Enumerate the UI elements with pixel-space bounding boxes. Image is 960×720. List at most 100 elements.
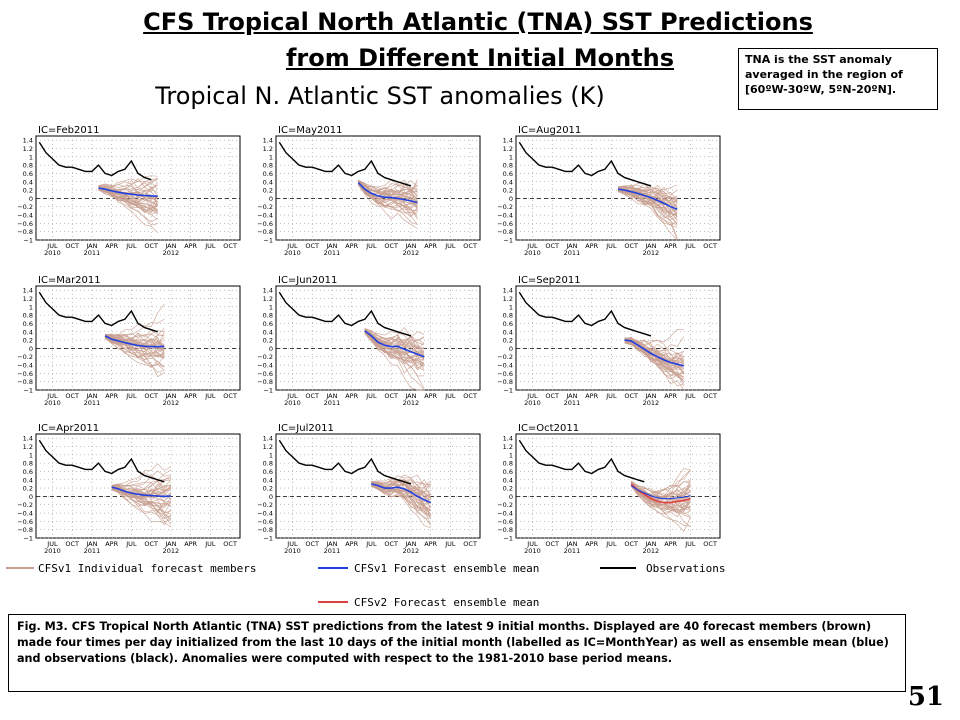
y-tick-label: 0.2: [503, 337, 513, 345]
y-tick-label: 0.2: [263, 337, 273, 345]
x-tick-label: APR: [184, 242, 197, 250]
y-tick-label: −1: [23, 535, 33, 543]
x-year-label: 2010: [44, 399, 61, 407]
x-tick-label: JUL: [444, 540, 456, 548]
ensemble-mean-line: [624, 339, 684, 367]
y-tick-label: −0.4: [257, 212, 273, 220]
forecast-member-line: [630, 486, 691, 506]
ensemble-mean-line: [104, 335, 165, 348]
x-year-label: 2012: [643, 399, 660, 407]
x-tick-label: OCT: [144, 540, 158, 548]
y-tick-label: −0.4: [17, 212, 33, 220]
y-tick-label: 1.4: [503, 137, 513, 145]
y-tick-label: −0.6: [257, 370, 273, 378]
ensemble-mean-line: [630, 483, 691, 504]
panel-label: IC=Jun2011: [278, 275, 337, 286]
y-tick-label: 0.6: [23, 320, 33, 328]
y-tick-label: −0.4: [257, 362, 273, 370]
y-tick-label: 0.6: [503, 170, 513, 178]
y-tick-label: 0.6: [503, 468, 513, 476]
y-tick-label: 0: [509, 345, 513, 353]
x-tick-label: APR: [345, 392, 358, 400]
y-tick-label: −0.8: [257, 526, 273, 534]
y-tick-label: 0.4: [263, 476, 273, 484]
x-tick-label: OCT: [144, 392, 158, 400]
y-tick-label: −0.6: [257, 220, 273, 228]
observations-line: [278, 291, 412, 337]
panel-frame: [275, 135, 481, 241]
y-tick-label: 0.8: [263, 460, 273, 468]
x-tick-label: OCT: [384, 392, 398, 400]
forecast-member-line: [358, 183, 418, 208]
x-year-label: 2012: [403, 249, 420, 257]
y-tick-label: −0.8: [257, 378, 273, 386]
x-tick-label: JUL: [526, 242, 538, 250]
x-tick-label: JAN: [404, 392, 416, 400]
x-year-label: 2011: [564, 249, 581, 257]
x-tick-label: APR: [105, 392, 118, 400]
y-tick-label: −0.2: [257, 203, 273, 211]
y-tick-label: 0.4: [503, 328, 513, 336]
x-year-label: 2011: [324, 547, 341, 555]
x-tick-label: JAN: [565, 392, 577, 400]
x-tick-label: JUL: [684, 540, 696, 548]
y-tick-label: −0.2: [17, 501, 33, 509]
x-tick-label: JUL: [125, 540, 137, 548]
tna-sst-chart: Tropical N. Atlantic SST anomalies (K) 1.…: [6, 82, 725, 609]
x-year-label: 2011: [84, 399, 101, 407]
x-year-label: 2012: [163, 249, 180, 257]
legend-label-v2-mean: CFSv2 Forecast ensemble mean: [354, 596, 539, 609]
y-tick-label: −0.2: [257, 501, 273, 509]
y-tick-label: −0.6: [497, 220, 513, 228]
ensemble-mean-line: [98, 187, 158, 198]
forecast-member-line: [364, 329, 425, 361]
y-tick-label: 1.2: [503, 295, 513, 303]
y-tick-label: −0.4: [257, 510, 273, 518]
forecast-member-line: [364, 329, 425, 356]
y-tick-label: −0.4: [497, 212, 513, 220]
x-tick-label: APR: [184, 540, 197, 548]
legend-label-members: CFSv1 Individual forecast members: [38, 562, 257, 575]
panel-label: IC=Jul2011: [278, 423, 334, 434]
x-tick-label: JUL: [605, 242, 617, 250]
y-tick-label: −0.2: [257, 353, 273, 361]
x-tick-label: OCT: [545, 242, 559, 250]
x-tick-label: JUL: [444, 242, 456, 250]
y-tick-label: 0.6: [263, 170, 273, 178]
y-tick-label: 0: [269, 493, 273, 501]
x-tick-label: APR: [345, 242, 358, 250]
forecast-member-line: [358, 184, 418, 226]
forecast-member-line: [617, 189, 678, 219]
forecast-member-line: [104, 332, 165, 349]
forecast-member-line: [631, 483, 691, 494]
y-tick-label: 1.2: [23, 443, 33, 451]
x-tick-label: JAN: [404, 242, 416, 250]
x-year-label: 2010: [284, 399, 301, 407]
forecast-member-line: [98, 175, 158, 188]
forecast-member-line: [111, 480, 172, 492]
x-year-label: 2012: [643, 547, 660, 555]
x-tick-label: OCT: [545, 392, 559, 400]
y-tick-label: 1.2: [503, 145, 513, 153]
x-year-label: 2012: [403, 547, 420, 555]
x-tick-label: OCT: [223, 540, 237, 548]
y-tick-label: 0.8: [503, 460, 513, 468]
y-tick-label: −0.8: [497, 228, 513, 236]
forecast-member-line: [371, 483, 431, 517]
x-tick-label: APR: [664, 392, 677, 400]
x-tick-label: OCT: [545, 540, 559, 548]
y-tick-label: 1.2: [263, 443, 273, 451]
figure-caption: Fig. M3. CFS Tropical North Atlantic (TN…: [8, 614, 906, 692]
x-tick-label: OCT: [65, 392, 79, 400]
forecast-member-line: [111, 488, 172, 507]
y-tick-label: 1: [509, 153, 513, 161]
y-tick-label: 1: [29, 153, 33, 161]
y-tick-label: 1: [509, 303, 513, 311]
y-tick-label: 0.8: [503, 162, 513, 170]
x-tick-label: APR: [585, 392, 598, 400]
x-year-label: 2011: [564, 547, 581, 555]
y-tick-label: 0.4: [263, 328, 273, 336]
legend-label-v1-mean: CFSv1 Forecast ensemble mean: [354, 562, 539, 575]
x-tick-label: JUL: [365, 242, 377, 250]
y-tick-label: −0.2: [497, 353, 513, 361]
